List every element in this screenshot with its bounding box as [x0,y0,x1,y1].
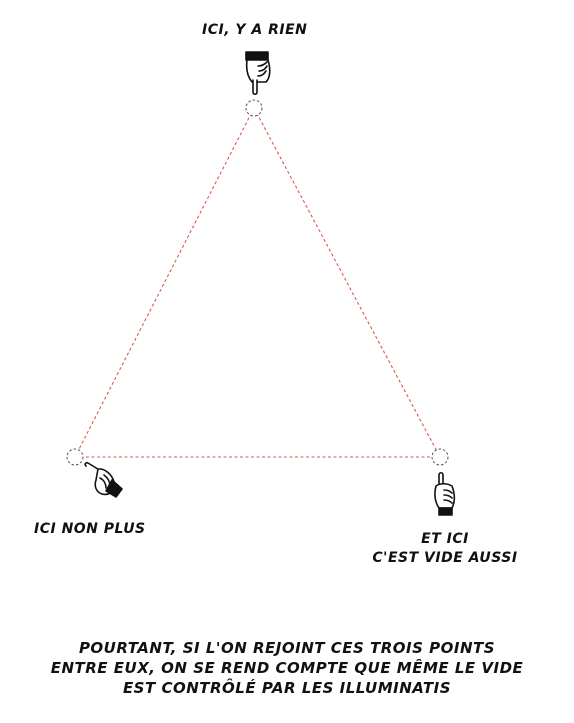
label-right: ET ICI C'EST VIDE AUSSI [360,530,530,568]
label-top: ICI, Y A RIEN [202,22,308,38]
label-right-line-2: C'EST VIDE AUSSI [372,550,518,566]
triangle-edge-left [74,107,255,458]
hand-pointing-up-icon [434,471,456,516]
label-right-line-1: ET ICI [421,531,469,547]
point-top [245,99,263,117]
triangle [74,107,441,458]
label-left: ICI NON PLUS [34,521,146,537]
point-left [66,448,84,466]
point-right [431,448,449,466]
hand-pointing-up-left-icon [84,461,123,498]
hand-pointing-down-icon [245,51,271,96]
caption-line-2: ENTRE EUX, ON SE REND COMPTE QUE MÊME LE… [50,659,524,677]
caption-line-1: POURTANT, SI L'ON REJOINT CES TROIS POIN… [78,639,496,657]
caption: POURTANT, SI L'ON REJOINT CES TROIS POIN… [0,638,574,698]
triangle-edge-right [253,107,441,458]
caption-line-3: EST CONTRÔLÉ PAR LES ILLUMINATIS [122,679,452,697]
